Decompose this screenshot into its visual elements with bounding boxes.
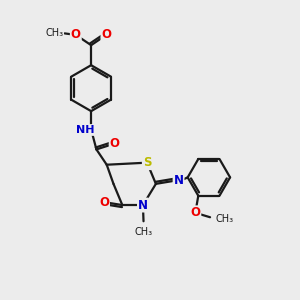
Text: CH₃: CH₃ — [134, 226, 153, 237]
Text: O: O — [190, 206, 200, 219]
Text: N: N — [138, 199, 148, 212]
Text: S: S — [143, 156, 151, 169]
Text: O: O — [71, 28, 81, 41]
Text: CH₃: CH₃ — [216, 214, 234, 224]
Text: N: N — [174, 174, 184, 187]
Text: O: O — [110, 137, 120, 150]
Text: O: O — [101, 28, 111, 41]
Text: O: O — [99, 196, 109, 208]
Text: CH₃: CH₃ — [45, 28, 63, 38]
Text: NH: NH — [76, 125, 94, 135]
